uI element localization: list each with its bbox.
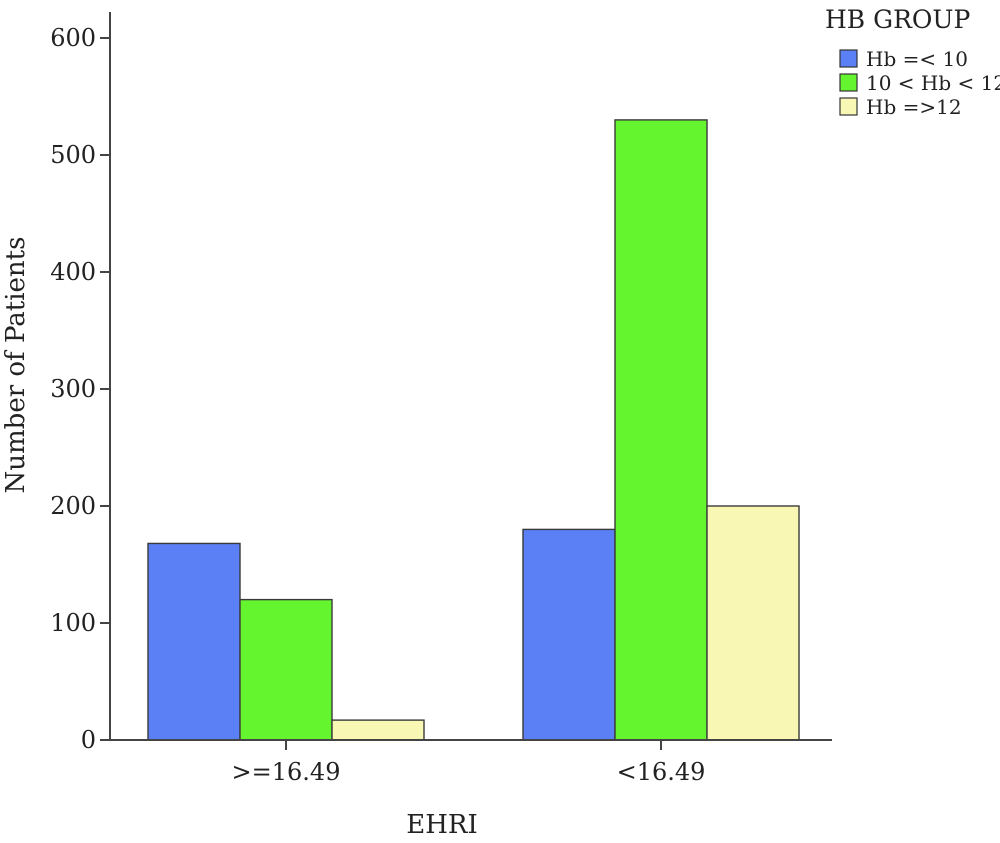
x-ticks-group: >=16.49 <16.49 — [232, 740, 706, 786]
x-tick-label: <16.49 — [617, 758, 706, 786]
bars-group — [147, 119, 800, 741]
legend-swatch — [839, 49, 858, 68]
x-tick-label: >=16.49 — [232, 758, 341, 786]
legend-label: 10 < Hb < 12 — [866, 71, 1000, 95]
legend-title: HB GROUP — [825, 5, 970, 34]
y-axis-title: Number of Patients — [1, 237, 31, 494]
legend-label: Hb =< 10 — [866, 47, 968, 71]
x-axis-title: EHRI — [406, 810, 478, 840]
y-tick-label: 0 — [81, 726, 96, 754]
y-ticks-group: 0 100 200 300 400 500 600 — [50, 24, 110, 754]
y-tick-label: 500 — [50, 141, 96, 169]
y-tick-label: 400 — [50, 258, 96, 286]
legend-swatch — [839, 73, 858, 92]
bar-1-ge-16-49 — [147, 542, 241, 741]
bar-2-ge-16-49 — [239, 598, 333, 741]
y-tick-label: 300 — [50, 375, 96, 403]
y-tick-label: 200 — [50, 492, 96, 520]
y-tick-label: 600 — [50, 24, 96, 52]
legend-label: Hb =>12 — [866, 95, 962, 119]
bar-1-lt-16-49 — [522, 528, 616, 741]
bar-3-lt-16-49 — [706, 505, 800, 741]
axes-group — [109, 12, 832, 741]
bar-2-lt-16-49 — [614, 119, 708, 741]
legend-swatch — [839, 97, 858, 116]
bar-3-ge-16-49 — [331, 719, 425, 741]
y-tick-label: 100 — [50, 609, 96, 637]
